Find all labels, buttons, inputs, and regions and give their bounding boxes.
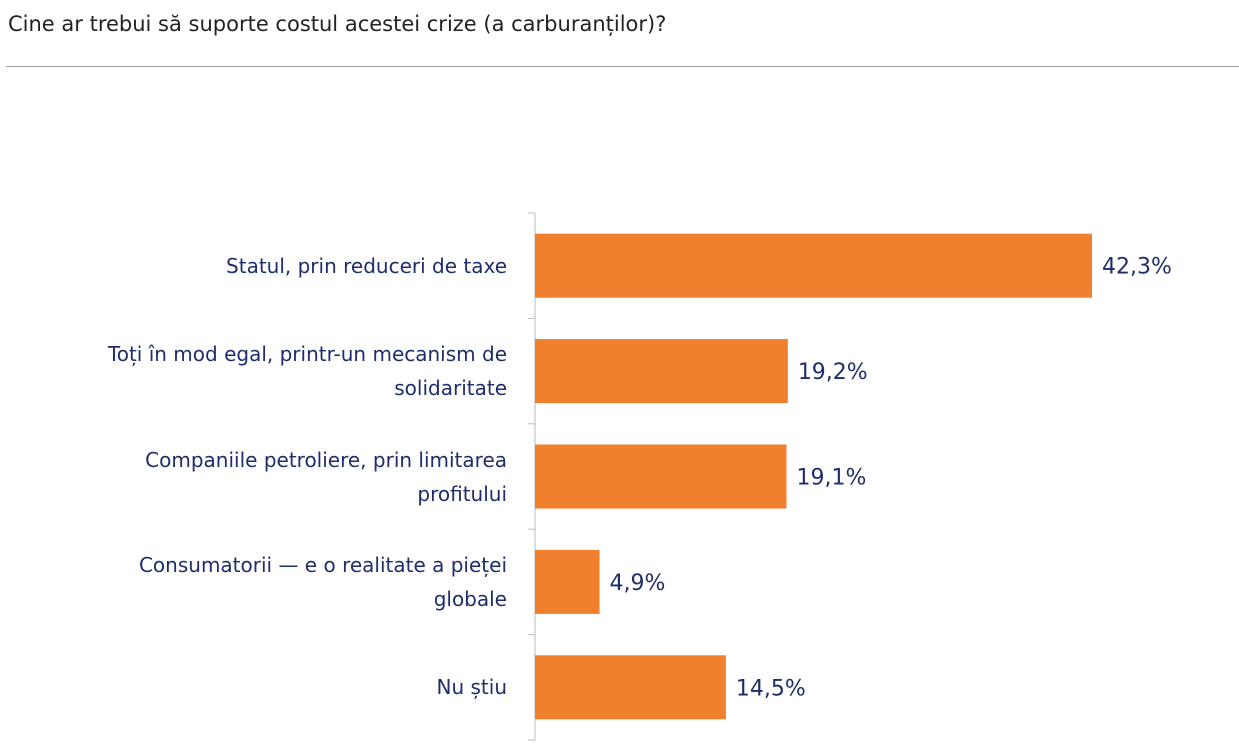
category-label: Nu știu bbox=[436, 675, 508, 700]
value-label: 19,2% bbox=[798, 360, 868, 385]
category-label: Consumatorii — e o realitate a pieței gl… bbox=[138, 552, 507, 611]
category-label: Statul, prin reduceri de taxe bbox=[226, 253, 507, 278]
title-rule bbox=[6, 66, 1239, 67]
bar bbox=[535, 233, 1092, 298]
bar bbox=[535, 655, 726, 720]
value-label: 14,5% bbox=[736, 676, 806, 701]
value-label: 4,9% bbox=[610, 571, 666, 596]
chart-title: Cine ar trebui să suporte costul acestei… bbox=[8, 12, 667, 36]
value-label: 42,3% bbox=[1102, 255, 1172, 280]
category-label: Toți în mod egal, printr-un mecanism de … bbox=[107, 342, 507, 401]
bar bbox=[535, 339, 788, 404]
category-label: Companiile petroliere, prin limitarea pr… bbox=[145, 447, 507, 506]
bar bbox=[535, 549, 600, 614]
bar bbox=[535, 444, 787, 509]
value-label: 19,1% bbox=[797, 466, 867, 491]
